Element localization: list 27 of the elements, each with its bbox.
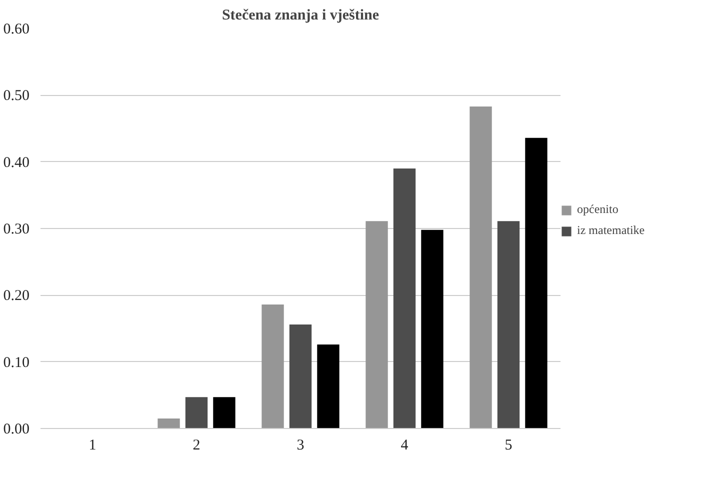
bar — [158, 418, 180, 428]
y-tick-label: 0.40 — [3, 154, 30, 171]
legend-label: iz matematike — [577, 223, 645, 238]
bar — [393, 168, 416, 428]
y-tick-label: 0.00 — [3, 422, 30, 438]
bar — [470, 106, 492, 428]
x-tick-label: 3 — [296, 438, 304, 454]
bar — [289, 324, 312, 428]
legend-label: općenito — [577, 202, 618, 217]
bar — [213, 397, 236, 428]
bar — [525, 138, 548, 428]
x-tick-label: 4 — [400, 438, 409, 454]
bar — [317, 344, 340, 428]
y-tick-label: 0.60 — [3, 22, 30, 38]
y-tick-label: 0.10 — [3, 354, 30, 371]
bar — [185, 397, 208, 428]
chart-title: Stečena znanja i vještine — [222, 8, 380, 24]
y-tick-label: 0.20 — [3, 288, 30, 304]
bar — [366, 221, 388, 428]
y-tick-label: 0.50 — [3, 88, 30, 104]
x-tick-label: 5 — [504, 438, 512, 454]
bar — [421, 230, 444, 428]
x-tick-label: 1 — [88, 438, 96, 454]
x-tick-label: 2 — [192, 438, 200, 454]
bar — [262, 304, 284, 428]
y-tick-label: 0.30 — [3, 222, 30, 238]
bar — [497, 221, 520, 428]
